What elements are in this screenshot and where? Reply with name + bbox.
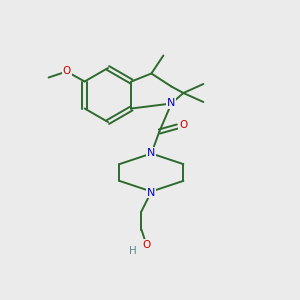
Text: N: N [167,98,176,109]
Text: N: N [147,148,156,158]
Text: O: O [62,67,71,76]
Text: O: O [142,239,151,250]
Text: H: H [128,245,136,256]
Text: O: O [179,121,188,130]
Text: N: N [147,188,156,197]
